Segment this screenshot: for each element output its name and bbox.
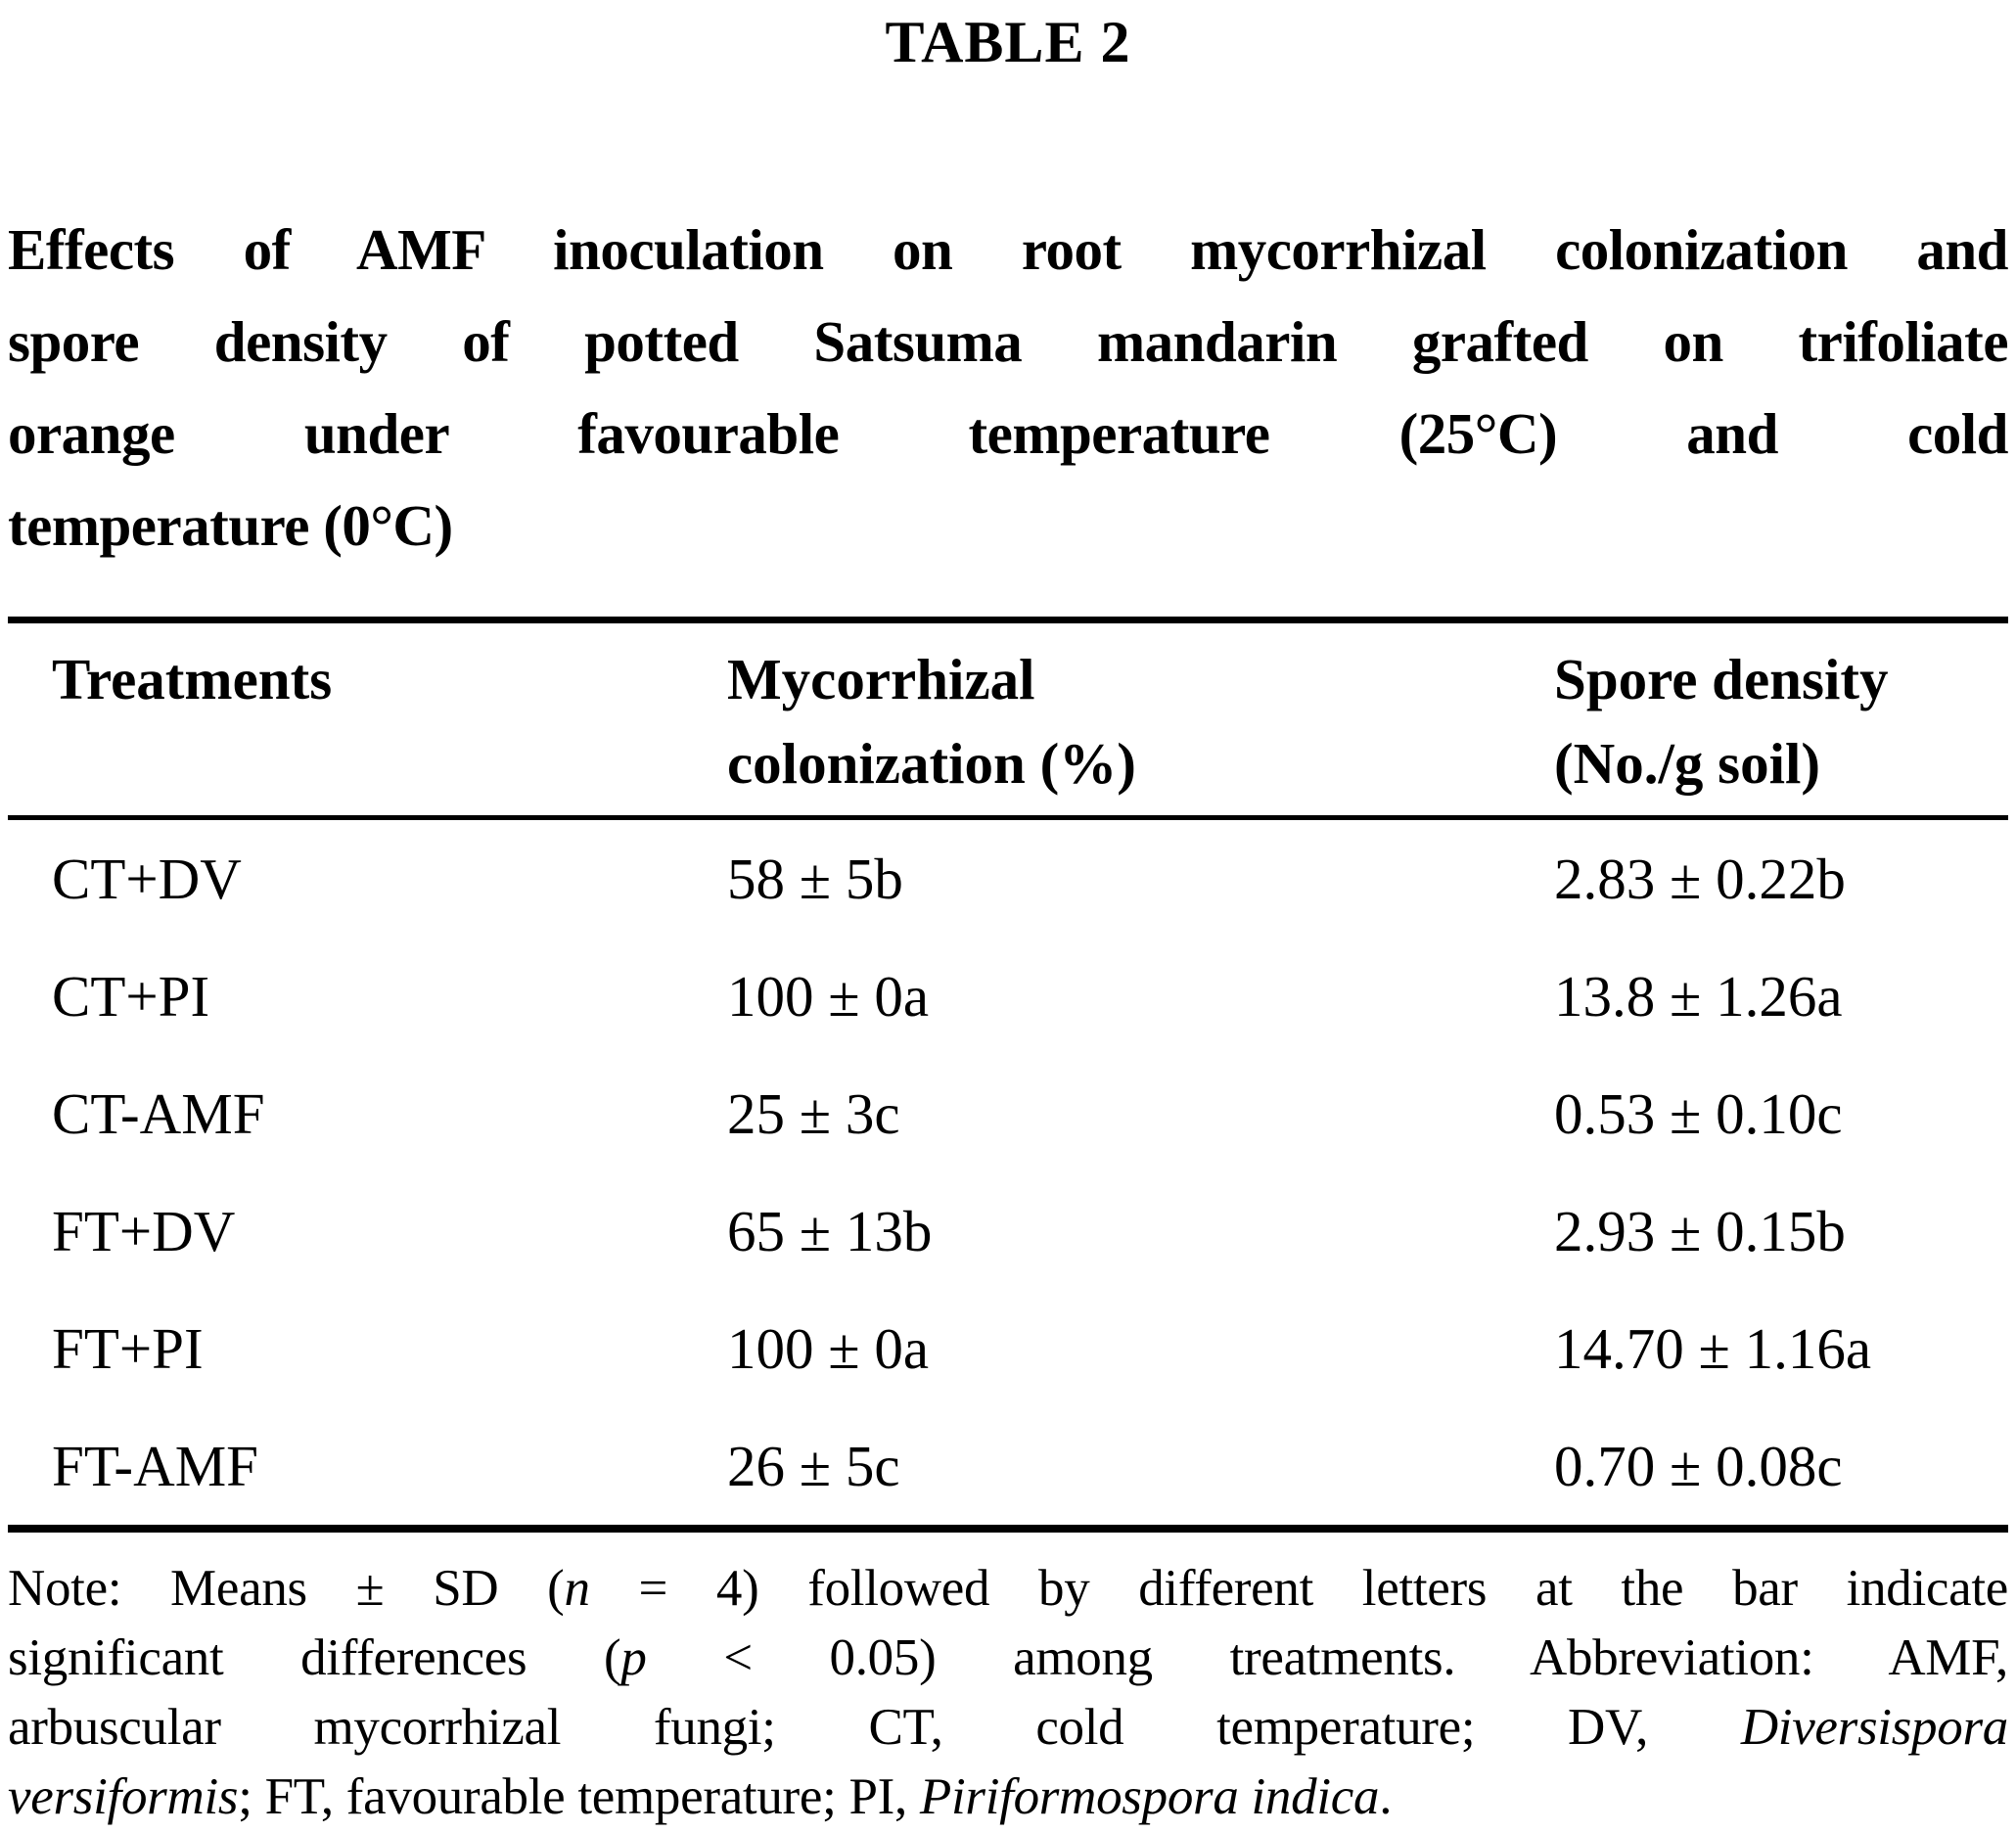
note-text: < 0.05) among treatments. Abbreviation: … [646,1629,2008,1686]
note-text-italic: p [620,1629,647,1686]
note-text: significant differences ( [8,1629,621,1686]
treatment-cell: FT+PI [52,1316,204,1381]
spore-density-cell: 0.53 ± 0.10c [1554,1081,1843,1146]
data-table: Treatments Mycorrhizal colonization (%) … [8,617,2008,1533]
spore-density-cell: 2.93 ± 0.15b [1554,1199,1846,1263]
colonization-cell: 58 ± 5b [727,847,903,911]
table-rule-header [8,815,2008,820]
table-rule-top [8,617,2008,623]
note-text: arbuscular mycorrhizal fungi; CT, cold t… [8,1699,1741,1756]
note-text: ; FT, favourable temperature; PI, [238,1768,920,1825]
colonization-cell: 25 ± 3c [727,1081,900,1146]
caption-line: temperature (0°C) [8,493,453,558]
column-header-colonization: Mycorrhizal colonization (%) [683,637,1510,805]
note-line: Note: Means ± SD (n = 4) followed by dif… [8,1554,2008,1624]
spore-density-cell: 2.83 ± 0.22b [1554,847,1846,911]
table-header-row: Treatments Mycorrhizal colonization (%) … [8,623,2008,815]
spore-density-cell: 14.70 ± 1.16a [1554,1316,1872,1381]
header-line: (No./g soil) [1554,731,1821,796]
note-line: arbuscular mycorrhizal fungi; CT, cold t… [8,1693,2008,1763]
note-line: versiformis; FT, favourable temperature;… [8,1763,2008,1832]
caption-line: Effects of AMF inoculation on root mycor… [8,217,2009,282]
colonization-cell: 65 ± 13b [727,1199,933,1263]
treatment-cell: CT-AMF [52,1081,265,1146]
table-note: Note: Means ± SD (n = 4) followed by dif… [8,1554,2008,1832]
caption-line: orange under favourable temperature (25°… [8,401,2009,466]
header-line: Spore density [1554,647,1889,711]
note-text-italic: Piriformospora indica [919,1768,1380,1825]
header-line: Treatments [52,647,333,711]
treatment-cell: CT+DV [52,847,242,911]
table-rule-bottom [8,1525,2008,1533]
caption-line: spore density of potted Satsuma mandarin… [8,309,2009,374]
table-caption: Effects of AMF inoculation on root mycor… [8,204,2009,572]
table-label: TABLE 2 [885,10,1131,74]
spore-density-cell: 13.8 ± 1.26a [1554,964,1843,1029]
colonization-cell: 100 ± 0a [727,1316,930,1381]
table-row: FT-AMF 26 ± 5c 0.70 ± 0.08c [8,1407,2008,1525]
note-text-italic: Diversispora [1740,1699,2008,1756]
note-text: = 4) followed by different letters at th… [589,1560,2009,1617]
header-line: colonization (%) [727,731,1136,796]
note-text-italic: n [564,1560,591,1617]
spore-density-cell: 0.70 ± 0.08c [1554,1434,1843,1498]
table-row: CT-AMF 25 ± 3c 0.53 ± 0.10c [8,1055,2008,1172]
note-text: Note: Means ± SD ( [8,1560,565,1617]
note-text: . [1379,1768,1393,1825]
header-line: Mycorrhizal [727,647,1035,711]
table-row: FT+PI 100 ± 0a 14.70 ± 1.16a [8,1290,2008,1407]
treatment-cell: FT-AMF [52,1434,258,1498]
note-text-italic: versiformis [8,1768,239,1825]
treatment-cell: CT+PI [52,964,210,1029]
column-header-treatments: Treatments [8,637,683,805]
colonization-cell: 100 ± 0a [727,964,930,1029]
table-row: CT+DV 58 ± 5b 2.83 ± 0.22b [8,820,2008,938]
column-header-spore-density: Spore density (No./g soil) [1510,637,2008,805]
table-row: FT+DV 65 ± 13b 2.93 ± 0.15b [8,1172,2008,1290]
note-line: significant differences (p < 0.05) among… [8,1624,2008,1693]
treatment-cell: FT+DV [52,1199,236,1263]
colonization-cell: 26 ± 5c [727,1434,900,1498]
table-row: CT+PI 100 ± 0a 13.8 ± 1.26a [8,938,2008,1055]
